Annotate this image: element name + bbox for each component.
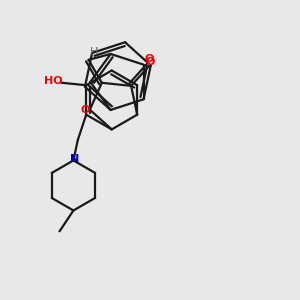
Text: N: N [70,154,80,164]
Text: HO: HO [44,76,62,86]
Text: H: H [90,47,98,58]
Text: O: O [146,57,155,67]
Text: O: O [81,105,90,115]
Text: O: O [145,54,154,64]
